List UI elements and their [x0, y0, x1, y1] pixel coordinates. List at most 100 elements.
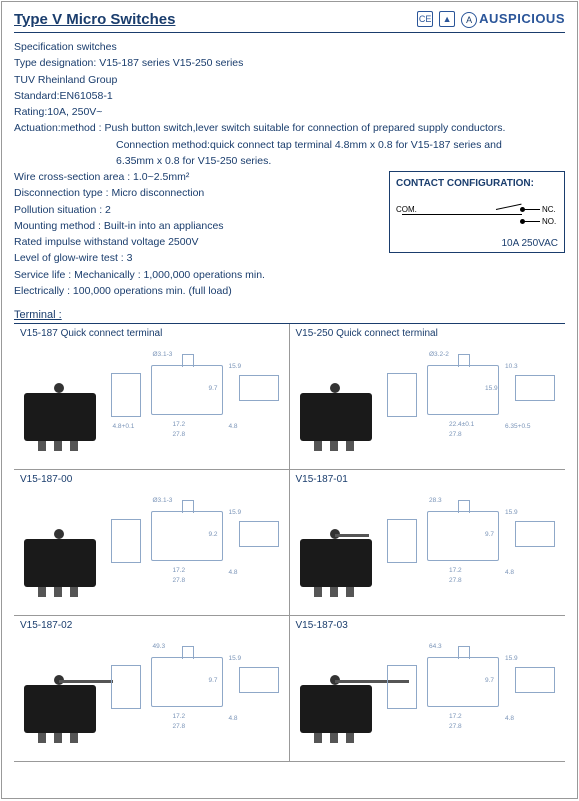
switch-photo — [300, 539, 372, 587]
spec-line: Type designation: V15-187 series V15-250… — [14, 55, 565, 71]
drawing-side-view — [111, 519, 141, 563]
terminal-cell-title: V15-187-00 — [20, 474, 283, 485]
header-divider — [14, 32, 565, 33]
dimension-label: 22.4±0.1 — [449, 421, 474, 428]
terminal-cell-title: V15-250 Quick connect terminal — [296, 328, 560, 339]
dimension-label: 4.8 — [505, 715, 514, 722]
dimension-label: 15.9 — [229, 363, 242, 370]
switch-photo — [24, 539, 96, 587]
contact-com-label: COM. — [396, 204, 417, 216]
dimension-label: 6.35+0.5 — [505, 423, 530, 430]
terminal-cell-title: V15-187-02 — [20, 620, 283, 631]
terminal-cell: V15-187-01 28.3 17.2 27.8 9.7 15.9 4.8 — [290, 470, 566, 616]
spec-line: Actuation:method : Push button switch,le… — [14, 120, 565, 136]
contact-config-box: CONTACT CONFIGURATION: COM. NC. NO. 10A … — [389, 171, 565, 253]
contact-rating: 10A 250VAC — [396, 236, 558, 252]
dimension-label: 28.3 — [429, 497, 442, 504]
drawing-area: Ø3.1-3 17.2 27.8 9.7 15.9 4.8 4.8+0.1 — [20, 343, 283, 459]
drawing-area: Ø3.2-2 22.4±0.1 27.8 15.9 10.3 6.35+0.5 — [296, 343, 560, 459]
spec-line: Electrically : 100,000 operations min. (… — [14, 283, 565, 299]
spec-subtitle: Specification switches — [14, 39, 565, 55]
dimension-label: 64.3 — [429, 643, 442, 650]
dimension-label: 17.2 — [173, 567, 186, 574]
dimension-label: 27.8 — [449, 723, 462, 730]
contact-no-line — [524, 221, 540, 222]
dimension-label: 17.2 — [449, 567, 462, 574]
technical-drawing: Ø3.1-3 17.2 27.8 9.7 15.9 4.8 4.8+0.1 — [111, 345, 281, 455]
drawing-side-view — [387, 519, 417, 563]
dimension-label: 4.8+0.1 — [113, 423, 135, 430]
dimension-label: 27.8 — [449, 577, 462, 584]
drawing-side-view — [111, 373, 141, 417]
switch-lever — [59, 680, 113, 683]
technical-drawing: 28.3 17.2 27.8 9.7 15.9 4.8 — [387, 491, 557, 601]
dimension-label: 15.9 — [229, 655, 242, 662]
switch-photo — [300, 393, 372, 441]
spec-line: Standard:EN61058-1 — [14, 88, 565, 104]
dimension-label: 9.2 — [209, 531, 218, 538]
datasheet-page: Type V Micro Switches CE ▲ AAUSPICIOUS S… — [1, 1, 578, 799]
dimension-label: 27.8 — [173, 431, 186, 438]
dimension-label: Ø3.1-3 — [153, 351, 173, 358]
contact-nc-line — [524, 209, 540, 210]
spec-line: Rating:10A, 250V~ — [14, 104, 565, 120]
dimension-label: 15.9 — [485, 385, 498, 392]
dimension-label: 17.2 — [173, 421, 186, 428]
dimension-label: Ø3.2-2 — [429, 351, 449, 358]
dimension-label: 15.9 — [505, 655, 518, 662]
spec-line-indent: Connection method:quick connect tap term… — [14, 137, 565, 153]
dimension-label: Ø3.1-3 — [153, 497, 173, 504]
drawing-area: 28.3 17.2 27.8 9.7 15.9 4.8 — [296, 489, 560, 605]
terminal-cell: V15-187-02 49.3 17.2 27.8 9.7 15.9 4.8 — [14, 616, 290, 762]
drawing-area: 49.3 17.2 27.8 9.7 15.9 4.8 — [20, 635, 283, 751]
dimension-label: 9.7 — [485, 531, 494, 538]
dimension-label: 49.3 — [153, 643, 166, 650]
terminal-cell-title: V15-187-01 — [296, 474, 560, 485]
dimension-label: 27.8 — [173, 723, 186, 730]
dimension-label: 17.2 — [173, 713, 186, 720]
spec-line-indent: 6.35mm x 0.8 for V15-250 series. — [14, 153, 565, 169]
tuv-mark-icon: ▲ — [439, 11, 455, 27]
terminal-cell-title: V15-187 Quick connect terminal — [20, 328, 283, 339]
dimension-label: 4.8 — [229, 423, 238, 430]
dimension-label: 27.8 — [449, 431, 462, 438]
dimension-label: 4.8 — [505, 569, 514, 576]
dimension-label: 17.2 — [449, 713, 462, 720]
dimension-label: 15.9 — [505, 509, 518, 516]
drawing-area: Ø3.1-3 17.2 27.8 9.2 15.9 4.8 — [20, 489, 283, 605]
dimension-label: 27.8 — [173, 577, 186, 584]
dimension-label: 4.8 — [229, 715, 238, 722]
switch-lever — [335, 534, 369, 537]
header: Type V Micro Switches CE ▲ AAUSPICIOUS — [14, 10, 565, 28]
dimension-label: 15.9 — [229, 509, 242, 516]
contact-no-label: NO. — [542, 216, 556, 228]
brand-circle-icon: A — [461, 12, 477, 28]
terminal-cell-title: V15-187-03 — [296, 620, 560, 631]
contact-switch-arm — [496, 203, 522, 209]
contact-config-title: CONTACT CONFIGURATION: — [396, 176, 558, 192]
switch-photo — [24, 393, 96, 441]
contact-diagram: COM. NC. NO. — [396, 198, 558, 234]
contact-nc-label: NC. — [542, 204, 556, 216]
dimension-label: 9.7 — [209, 677, 218, 684]
drawing-top-view — [515, 521, 555, 547]
switch-photo — [24, 685, 96, 733]
ce-mark-icon: CE — [417, 11, 433, 27]
drawing-top-view — [239, 521, 279, 547]
terminal-section-label: Terminal : — [14, 309, 565, 321]
spec-line: TUV Rheinland Group — [14, 72, 565, 88]
page-title: Type V Micro Switches — [14, 11, 175, 28]
spec-line: Service life : Mechanically : 1,000,000 … — [14, 267, 565, 283]
technical-drawing: Ø3.2-2 22.4±0.1 27.8 15.9 10.3 6.35+0.5 — [387, 345, 557, 455]
dimension-label: 10.3 — [505, 363, 518, 370]
header-logos: CE ▲ AAUSPICIOUS — [417, 10, 565, 28]
technical-drawing: 64.317.227.89.715.94.8 — [387, 637, 557, 747]
drawing-top-view — [515, 375, 555, 401]
terminal-cell: V15-187-00 Ø3.1-3 17.2 27.8 9.2 15.9 4.8 — [14, 470, 290, 616]
dimension-label: 4.8 — [229, 569, 238, 576]
dimension-label: 9.7 — [209, 385, 218, 392]
brand-logo: AAUSPICIOUS — [461, 10, 565, 28]
drawing-top-view — [515, 667, 555, 693]
terminal-cell: V15-250 Quick connect terminal Ø3.2-2 22.4… — [290, 324, 566, 470]
switch-photo — [300, 685, 372, 733]
